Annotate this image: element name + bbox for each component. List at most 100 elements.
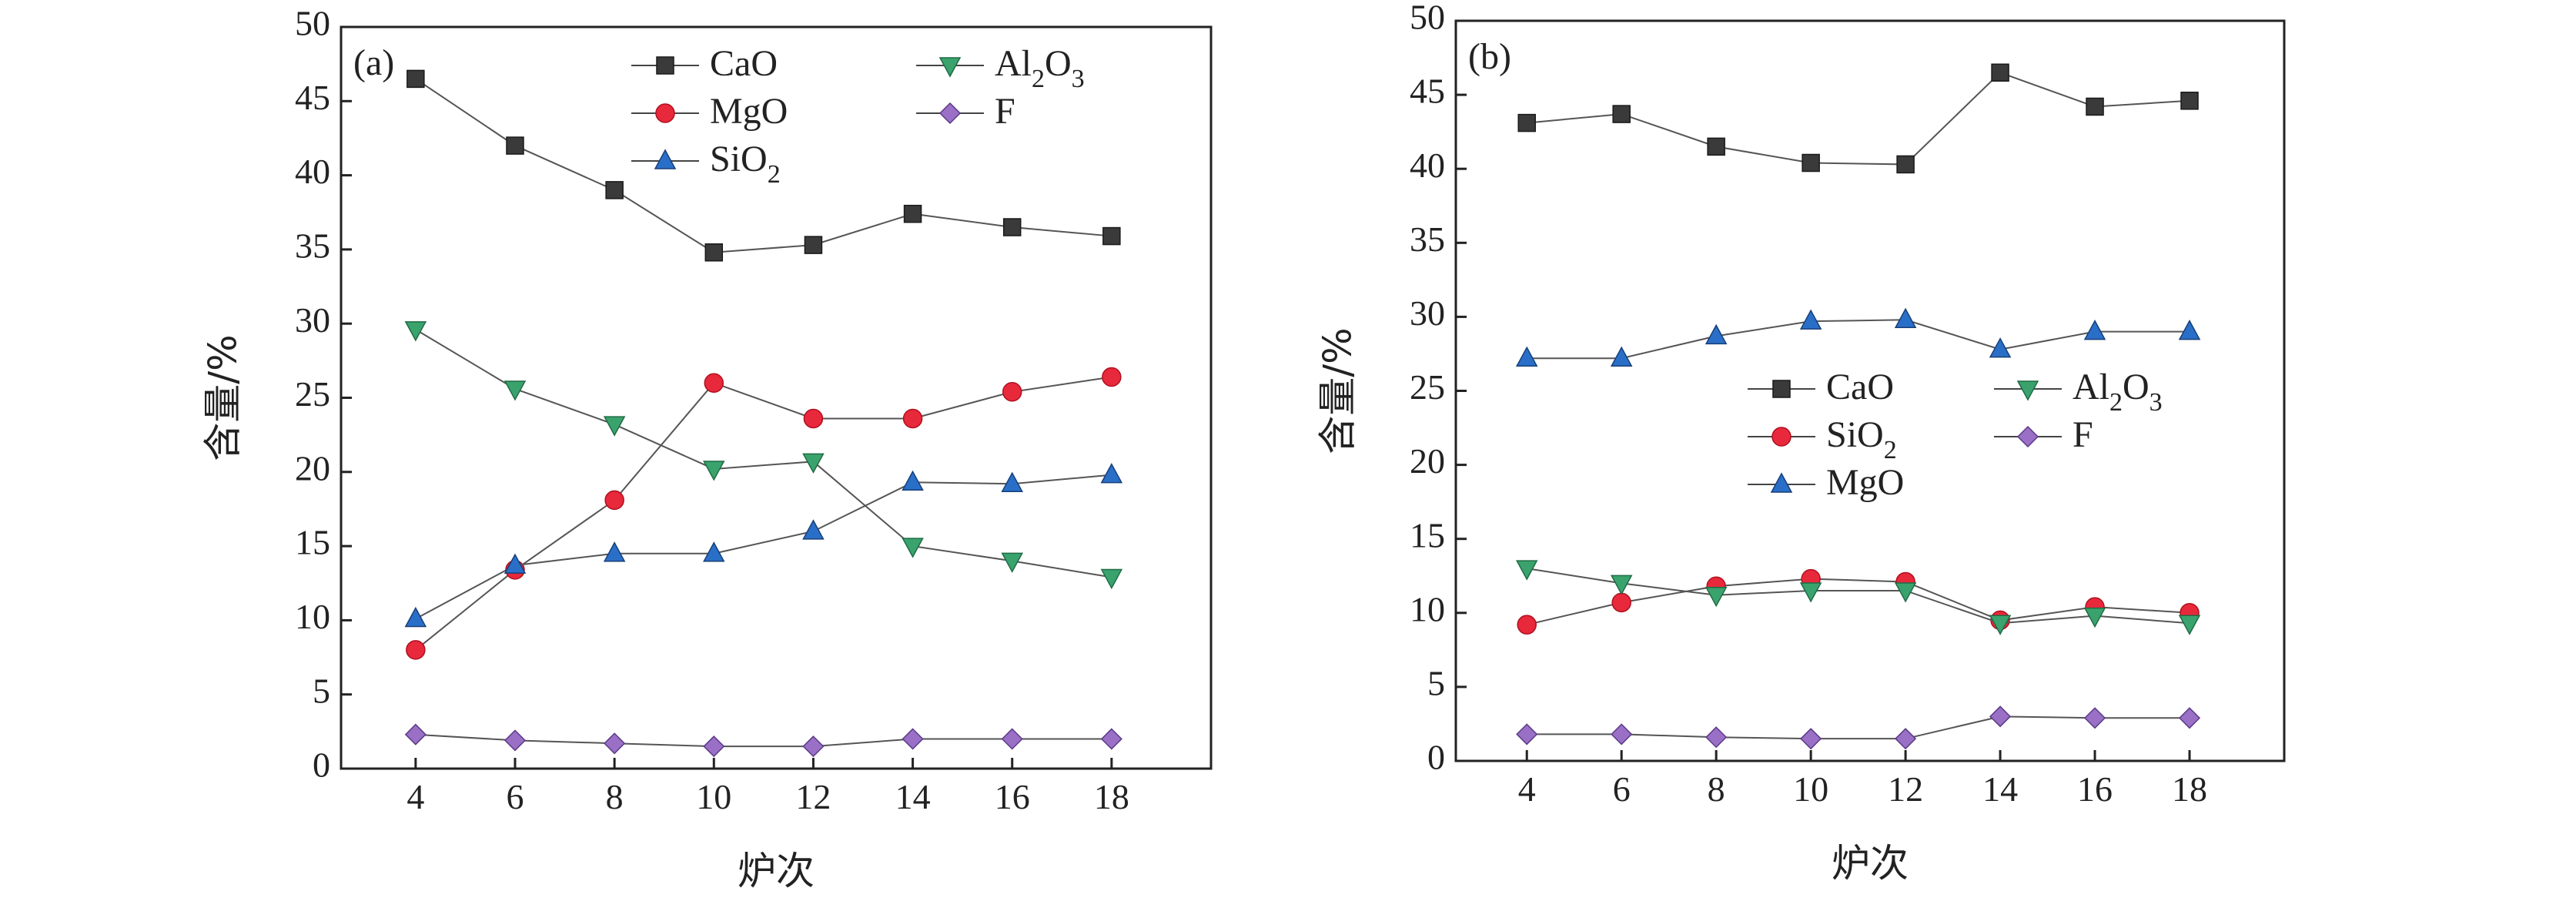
- data-point-cao-a: [1002, 218, 1022, 236]
- x-tick-label-a: 16: [995, 777, 1030, 816]
- x-tick-label-a: 4: [406, 777, 424, 816]
- series-line-al2o3-b: [1527, 568, 2190, 625]
- legend-label-mgo-a: MgO: [710, 91, 788, 132]
- data-point-cao-b: [1707, 137, 1725, 156]
- data-point-f-a: [404, 723, 427, 745]
- x-axis-title-a: 炉次: [738, 849, 815, 893]
- data-point-mgo-b: [2178, 320, 2201, 340]
- series-line-sio2-a: [415, 474, 1112, 620]
- x-tick-label-b: 4: [1518, 769, 1536, 809]
- series-line-cao-a: [415, 78, 1112, 253]
- data-point-cao-b: [2086, 97, 2104, 116]
- plot-frame-a: [340, 25, 1213, 770]
- y-tick-label-a: 50: [295, 4, 330, 43]
- data-point-cao-a: [506, 136, 524, 155]
- data-point-f-a: [1100, 728, 1122, 750]
- data-point-al2o3-a: [1100, 568, 1123, 590]
- data-point-mgo-a: [902, 408, 923, 429]
- y-tick-label-b: 40: [1410, 146, 1445, 185]
- data-point-f-a: [604, 732, 626, 755]
- x-axis-title-b: 炉次: [1832, 841, 1909, 886]
- y-tick-label-a: 10: [295, 597, 330, 636]
- y-tick-label-a: 5: [313, 671, 330, 710]
- data-point-al2o3-b: [1515, 560, 1538, 581]
- data-point-f-b: [2178, 707, 2201, 729]
- data-point-sio2-b: [1611, 592, 1631, 613]
- data-point-al2o3-a: [503, 380, 527, 401]
- data-point-mgo-b: [2083, 320, 2106, 340]
- data-point-f-b: [1800, 728, 1822, 750]
- data-point-mgo-b: [1515, 346, 1538, 367]
- data-point-al2o3-b: [1610, 575, 1633, 595]
- data-point-f-b: [1895, 728, 1917, 750]
- data-point-f-a: [902, 728, 924, 750]
- data-point-mgo-b: [1894, 307, 1917, 328]
- data-point-f-b: [1989, 705, 2012, 728]
- data-point-sio2-a: [503, 553, 527, 574]
- legend-label-mgo-b: MgO: [1826, 462, 1904, 503]
- legend-label-f-a: F: [995, 91, 1015, 132]
- legend-label-sio2-a: SiO2: [710, 139, 781, 189]
- y-tick-label-b: 15: [1410, 515, 1445, 555]
- legend-label-cao-b: CaO: [1826, 367, 1894, 407]
- legend-marker-mgo-a: [655, 103, 675, 123]
- y-tick-label-b: 0: [1427, 738, 1445, 777]
- legend-marker-sio2-b: [1771, 427, 1791, 447]
- legend-marker-sio2-a: [654, 149, 677, 169]
- series-line-sio2-b: [1527, 578, 2190, 626]
- y-tick-label-a: 15: [295, 523, 330, 562]
- y-tick-label-a: 45: [295, 78, 330, 117]
- data-point-sio2-a: [802, 519, 825, 540]
- legend-label-al2o3-b: Al2O3: [2073, 367, 2163, 417]
- y-tick-label-a: 0: [313, 745, 330, 785]
- data-point-cao-b: [1802, 153, 1820, 173]
- data-point-cao-b: [1612, 105, 1631, 123]
- data-point-sio2-a: [1001, 471, 1023, 492]
- data-point-mgo-b: [1799, 309, 1822, 330]
- data-point-f-a: [503, 729, 527, 752]
- data-point-mgo-b: [1705, 323, 1728, 345]
- data-point-sio2-a: [603, 541, 626, 562]
- legend-label-sio2-b: SiO2: [1826, 414, 1897, 464]
- y-tick-label-b: 25: [1410, 367, 1445, 407]
- data-point-mgo-b: [1989, 337, 2012, 358]
- x-tick-label-b: 6: [1613, 769, 1631, 809]
- y-tick-label-b: 30: [1410, 293, 1445, 333]
- data-point-al2o3-a: [1001, 552, 1023, 573]
- y-tick-label-b: 35: [1410, 219, 1445, 259]
- data-point-al2o3-b: [1799, 582, 1822, 603]
- data-point-f-a: [703, 735, 725, 758]
- legend-marker-cao-b: [1772, 380, 1791, 398]
- legend-marker-al2o3-b: [2016, 380, 2039, 401]
- series-line-cao-b: [1527, 72, 2190, 166]
- y-tick-label-a: 35: [295, 226, 330, 265]
- chart-panel-b: 0 5 10 15 20 25 30 35 40 45 50 4 6 8 10 12 14 16 18 炉次 含量/% (…: [1316, 0, 2286, 886]
- legend-label-al2o3-a: Al2O3: [995, 43, 1085, 93]
- x-tick-label-b: 12: [1888, 769, 1923, 809]
- data-point-al2o3-a: [703, 461, 725, 481]
- y-tick-label-b: 10: [1410, 589, 1445, 628]
- legend-label-f-b: F: [2073, 414, 2093, 455]
- y-tick-label-b: 45: [1410, 72, 1445, 111]
- data-point-cao-b: [1517, 113, 1536, 132]
- data-point-sio2-b: [1517, 615, 1537, 635]
- x-tick-label-a: 18: [1094, 777, 1129, 816]
- x-tick-label-b: 10: [1793, 769, 1828, 809]
- data-point-al2o3-a: [802, 453, 825, 474]
- x-tick-label-a: 14: [895, 777, 931, 816]
- y-tick-label-b: 20: [1410, 441, 1445, 481]
- series-line-al2o3-a: [415, 329, 1112, 578]
- data-point-cao-b: [1896, 155, 1915, 174]
- data-point-cao-b: [2180, 92, 2199, 110]
- legend-label-cao-a: CaO: [710, 43, 778, 84]
- data-point-cao-a: [605, 181, 624, 199]
- x-tick-label-a: 10: [696, 777, 731, 816]
- data-point-f-b: [2083, 707, 2106, 729]
- series-line-f-a: [415, 733, 1112, 748]
- data-point-al2o3-a: [603, 416, 626, 437]
- x-tick-label-b: 14: [1982, 769, 2018, 809]
- data-point-f-b: [1516, 723, 1538, 745]
- series-line-mgo-b: [1527, 319, 2190, 360]
- data-point-sio2-a: [703, 541, 725, 562]
